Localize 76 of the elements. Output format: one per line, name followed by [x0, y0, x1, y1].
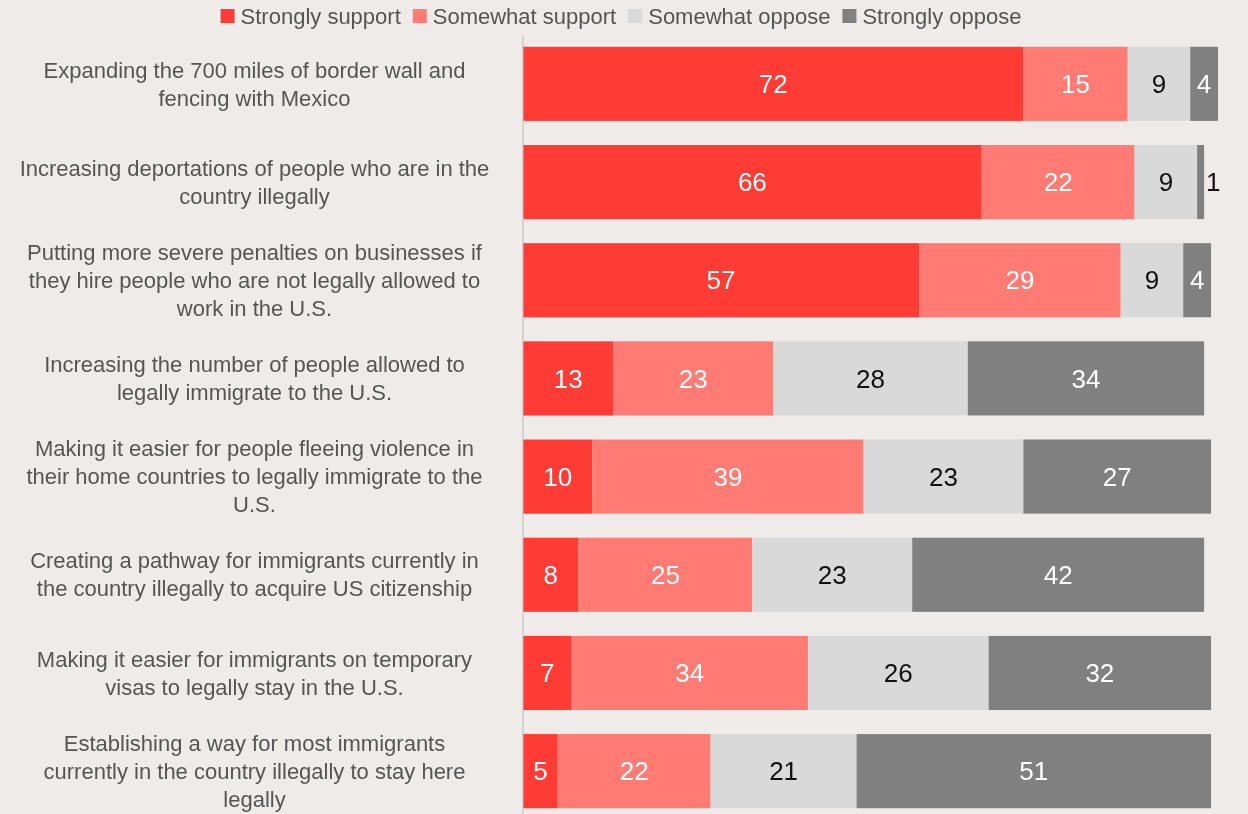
- bar: [1120, 243, 1184, 318]
- data-label: 22: [1043, 167, 1073, 198]
- bar: [919, 243, 1121, 318]
- legend-label: Strongly support: [240, 3, 401, 29]
- data-label: 23: [678, 363, 708, 394]
- data-label: 9: [1144, 265, 1160, 296]
- bar: [1127, 46, 1191, 121]
- bar: [578, 537, 753, 612]
- bar: [912, 537, 1205, 612]
- data-label: 23: [929, 461, 958, 492]
- y-tick-label: Putting more severe penalties on businesses if they hire people who are not legally allowed to work in the U.S.: [27, 239, 483, 321]
- data-label: 26: [883, 658, 913, 689]
- bar: [557, 734, 711, 809]
- legend-label: Strongly oppose: [862, 3, 1022, 29]
- data-label: 39: [713, 461, 743, 492]
- data-label: 7: [540, 658, 555, 689]
- bar: [752, 537, 913, 612]
- data-label: 8: [543, 559, 559, 590]
- data-label: 21: [769, 756, 799, 787]
- bar: [523, 243, 920, 318]
- data-label: 23: [817, 559, 847, 590]
- y-tick-label: Increasing the number of people allowed to legally immigrate to the U.S.: [44, 352, 465, 406]
- bar: [523, 46, 1024, 121]
- y-tick-label: Increasing deportations of people who are in the country illegally: [19, 155, 490, 209]
- bar: [523, 341, 614, 416]
- data-label: 9: [1151, 68, 1167, 99]
- bar: [1023, 46, 1128, 121]
- data-label: 15: [1061, 68, 1090, 99]
- bar: [863, 439, 1024, 514]
- data-label: 25: [651, 559, 680, 590]
- y-tick-label: Creating a pathway for immigrants currently in the country illegally to acquire US citizenship: [30, 548, 479, 602]
- data-label: 57: [706, 265, 736, 296]
- bar: [523, 734, 558, 809]
- legend-label: Somewhat oppose: [648, 3, 831, 29]
- data-label: 34: [1071, 363, 1101, 394]
- bar: [807, 635, 989, 711]
- data-label: 27: [1102, 461, 1132, 492]
- data-label: 28: [856, 363, 885, 394]
- bar: [571, 635, 808, 711]
- data-label: 51: [1019, 756, 1049, 787]
- bar: [981, 144, 1135, 220]
- bar: [613, 341, 774, 416]
- bar: [1134, 144, 1198, 220]
- data-label: 4: [1189, 265, 1205, 296]
- bar: [856, 734, 1212, 809]
- bar: [773, 341, 968, 416]
- bar: [523, 144, 982, 220]
- data-label: 5: [533, 756, 548, 787]
- bar: [988, 635, 1212, 711]
- bar: [1183, 243, 1212, 318]
- bar: [967, 341, 1205, 416]
- data-label: 22: [619, 756, 649, 787]
- data-label: 66: [737, 167, 767, 198]
- bar: [1023, 439, 1212, 514]
- data-label: 1: [1206, 167, 1221, 198]
- legend-label: Somewhat support: [432, 3, 617, 29]
- y-tick-label: Establishing a way for most immigrants currently in the country illegally to stay here legally: [43, 730, 466, 812]
- data-label: 34: [675, 658, 705, 689]
- data-label: 29: [1005, 265, 1035, 296]
- data-label: 10: [543, 461, 573, 492]
- data-label: 9: [1158, 167, 1174, 198]
- bar: [523, 537, 579, 612]
- data-label: 42: [1043, 559, 1073, 590]
- data-label: 72: [758, 68, 788, 99]
- bar: [710, 734, 857, 809]
- data-label: 4: [1196, 68, 1212, 99]
- bar: [1190, 46, 1218, 121]
- bar: [592, 439, 864, 514]
- y-tick-label: Making it easier for people fleeing violence in their home countries to legally immigrate to the U.S.: [26, 436, 483, 518]
- bar: [523, 635, 572, 711]
- data-label: 32: [1085, 658, 1115, 689]
- data-label: 13: [553, 363, 583, 394]
- y-tick-label: Making it easier for immigrants on temporary visas to legally stay in the U.S.: [36, 646, 473, 700]
- bar: [1197, 144, 1205, 220]
- bar: [523, 439, 593, 514]
- y-tick-label: Expanding the 700 miles of border wall and fencing with Mexico: [43, 57, 466, 111]
